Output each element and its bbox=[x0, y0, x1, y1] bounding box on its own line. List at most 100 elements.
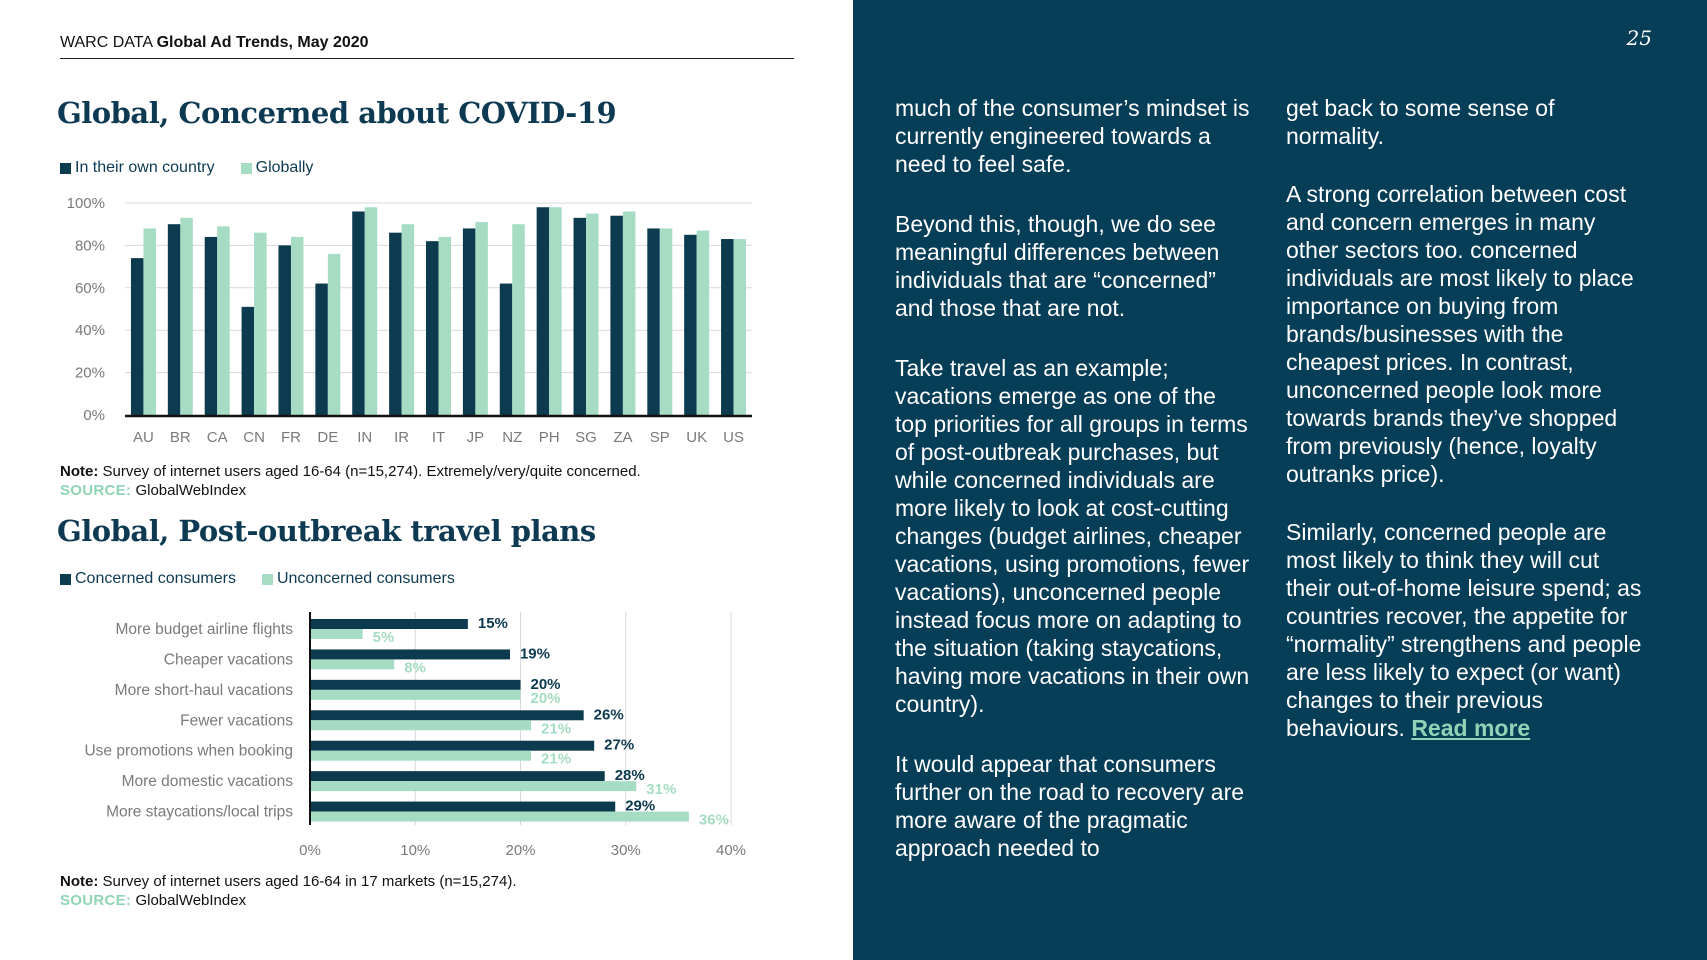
data-label-unconcerned: 20% bbox=[531, 690, 561, 707]
paragraph: A strong correlation between cost and co… bbox=[1286, 181, 1634, 487]
x-tick-label: NZ bbox=[502, 429, 522, 446]
bar-own-country bbox=[167, 224, 181, 415]
bar-concerned bbox=[310, 619, 468, 629]
category-label: More short-haul vacations bbox=[115, 682, 294, 699]
chart2-title: Global, Post-outbreak travel plans bbox=[57, 514, 596, 548]
read-more-link[interactable]: Read more bbox=[1411, 715, 1531, 741]
bar-own-country bbox=[204, 236, 218, 415]
bar-own-country bbox=[684, 234, 697, 415]
x-tick-label: SP bbox=[650, 429, 670, 446]
body-column-2: get back to some sense of normality. A s… bbox=[1286, 94, 1646, 774]
x-tick-label: DE bbox=[317, 429, 338, 446]
bar-globally bbox=[586, 213, 599, 415]
bar-unconcerned bbox=[310, 689, 521, 700]
legend-label: Concerned consumers bbox=[75, 570, 236, 587]
bar-globally bbox=[475, 222, 488, 415]
header-prefix: WARC DATA bbox=[60, 34, 153, 51]
bar-unconcerned bbox=[310, 781, 637, 792]
bar-own-country bbox=[536, 207, 550, 415]
bar-concerned bbox=[310, 740, 595, 751]
x-tick-label: CN bbox=[243, 429, 265, 446]
paragraph: It would appear that consumers further o… bbox=[895, 751, 1245, 861]
bar-globally bbox=[254, 232, 267, 415]
x-tick-label: CA bbox=[207, 429, 228, 446]
data-label-unconcerned: 21% bbox=[541, 751, 571, 768]
paragraph-last: Similarly, concerned people are most lik… bbox=[1286, 518, 1646, 742]
data-label-concerned: 15% bbox=[478, 615, 508, 632]
bar-globally bbox=[659, 228, 673, 415]
data-label-concerned: 26% bbox=[594, 706, 624, 723]
data-label-concerned: 28% bbox=[615, 767, 645, 784]
x-tick-label: SG bbox=[575, 429, 597, 446]
source-text: GlobalWebIndex bbox=[135, 482, 247, 499]
y-tick-label: 40% bbox=[75, 322, 105, 339]
legend-swatch-light bbox=[261, 573, 273, 585]
category-label: More domestic vacations bbox=[122, 773, 294, 790]
bar-globally bbox=[438, 236, 451, 415]
x-tick-label: IN bbox=[357, 429, 372, 446]
category-label: More staycations/local trips bbox=[106, 804, 293, 821]
legend-item-unconcerned: Unconcerned consumers bbox=[261, 570, 455, 588]
x-tick-label: 0% bbox=[299, 842, 321, 859]
source-label: SOURCE: bbox=[60, 482, 132, 499]
bar-unconcerned bbox=[310, 750, 532, 761]
bar-own-country bbox=[647, 228, 660, 415]
bar-own-country bbox=[462, 228, 476, 415]
y-tick-label: 100% bbox=[67, 195, 105, 212]
bar-globally bbox=[290, 236, 304, 415]
bar-unconcerned bbox=[310, 659, 395, 670]
source-label: SOURCE: bbox=[60, 892, 132, 909]
legend-swatch-dark bbox=[60, 162, 71, 174]
bar-own-country bbox=[241, 306, 255, 415]
bar-own-country bbox=[573, 217, 587, 415]
x-tick-label: 20% bbox=[505, 842, 535, 859]
body-column-1: much of the consumer’s mindset is curren… bbox=[895, 94, 1250, 894]
bar-globally bbox=[549, 207, 562, 415]
x-tick-label: ZA bbox=[613, 429, 632, 446]
bar-globally bbox=[696, 230, 710, 415]
bar-concerned bbox=[310, 679, 521, 690]
category-label: Fewer vacations bbox=[180, 712, 293, 729]
x-tick-label: BR bbox=[170, 429, 191, 446]
bar-globally bbox=[733, 239, 747, 415]
legend-label: In their own country bbox=[75, 159, 215, 176]
bar-globally bbox=[512, 224, 525, 415]
bar-own-country bbox=[426, 241, 439, 415]
x-tick-label: UK bbox=[686, 429, 707, 446]
chart2-svg: 0% 10% 20% 30% 40% 15% 5% More budget airline f… bbox=[84, 612, 746, 859]
chart1-title: Global, Concerned about COVID-19 bbox=[57, 96, 617, 130]
category-label: Cheaper vacations bbox=[164, 651, 293, 668]
data-label-unconcerned: 8% bbox=[404, 659, 426, 676]
header-title: Global Ad Trends, May 2020 bbox=[156, 34, 369, 51]
x-tick-label: FR bbox=[281, 429, 301, 446]
y-tick-label: 80% bbox=[75, 237, 105, 254]
report-header: WARC DATA Global Ad Trends, May 2020 bbox=[60, 34, 794, 59]
bar-globally bbox=[622, 211, 636, 415]
bar-concerned bbox=[310, 801, 616, 812]
bar-concerned bbox=[310, 771, 605, 782]
chart1-svg: 0% 20% 40% 60% 80% 100% AU BR CA CN FR DE IN IR IT JP NZ… bbox=[67, 195, 752, 446]
page-number: 25 bbox=[1626, 26, 1652, 50]
paragraph: Take travel as an example; vacations eme… bbox=[895, 355, 1250, 717]
paragraph: get back to some sense of normality. bbox=[1286, 95, 1555, 149]
data-label-concerned: 27% bbox=[604, 737, 634, 754]
source-text: GlobalWebIndex bbox=[135, 892, 247, 909]
bar-own-country bbox=[499, 283, 513, 415]
bar-unconcerned bbox=[310, 720, 532, 731]
bar-unconcerned bbox=[310, 629, 363, 639]
bar-own-country bbox=[278, 245, 291, 415]
legend-swatch-dark bbox=[60, 573, 71, 585]
bar-own-country bbox=[352, 211, 365, 415]
bar-globally bbox=[217, 226, 230, 415]
y-tick-label: 20% bbox=[75, 365, 105, 382]
bar-unconcerned bbox=[310, 811, 689, 822]
x-tick-label: IR bbox=[394, 429, 409, 446]
bar-globally bbox=[143, 228, 156, 415]
legend-swatch-light bbox=[240, 162, 252, 174]
bar-own-country bbox=[130, 258, 144, 415]
x-tick-label: US bbox=[723, 429, 744, 446]
legend-label: Globally bbox=[255, 159, 314, 176]
chart2-legend: Concerned consumers Unconcerned consumer… bbox=[60, 570, 481, 588]
data-label-unconcerned: 31% bbox=[646, 781, 676, 798]
note-text: Survey of internet users aged 16-64 in 1… bbox=[102, 873, 517, 890]
